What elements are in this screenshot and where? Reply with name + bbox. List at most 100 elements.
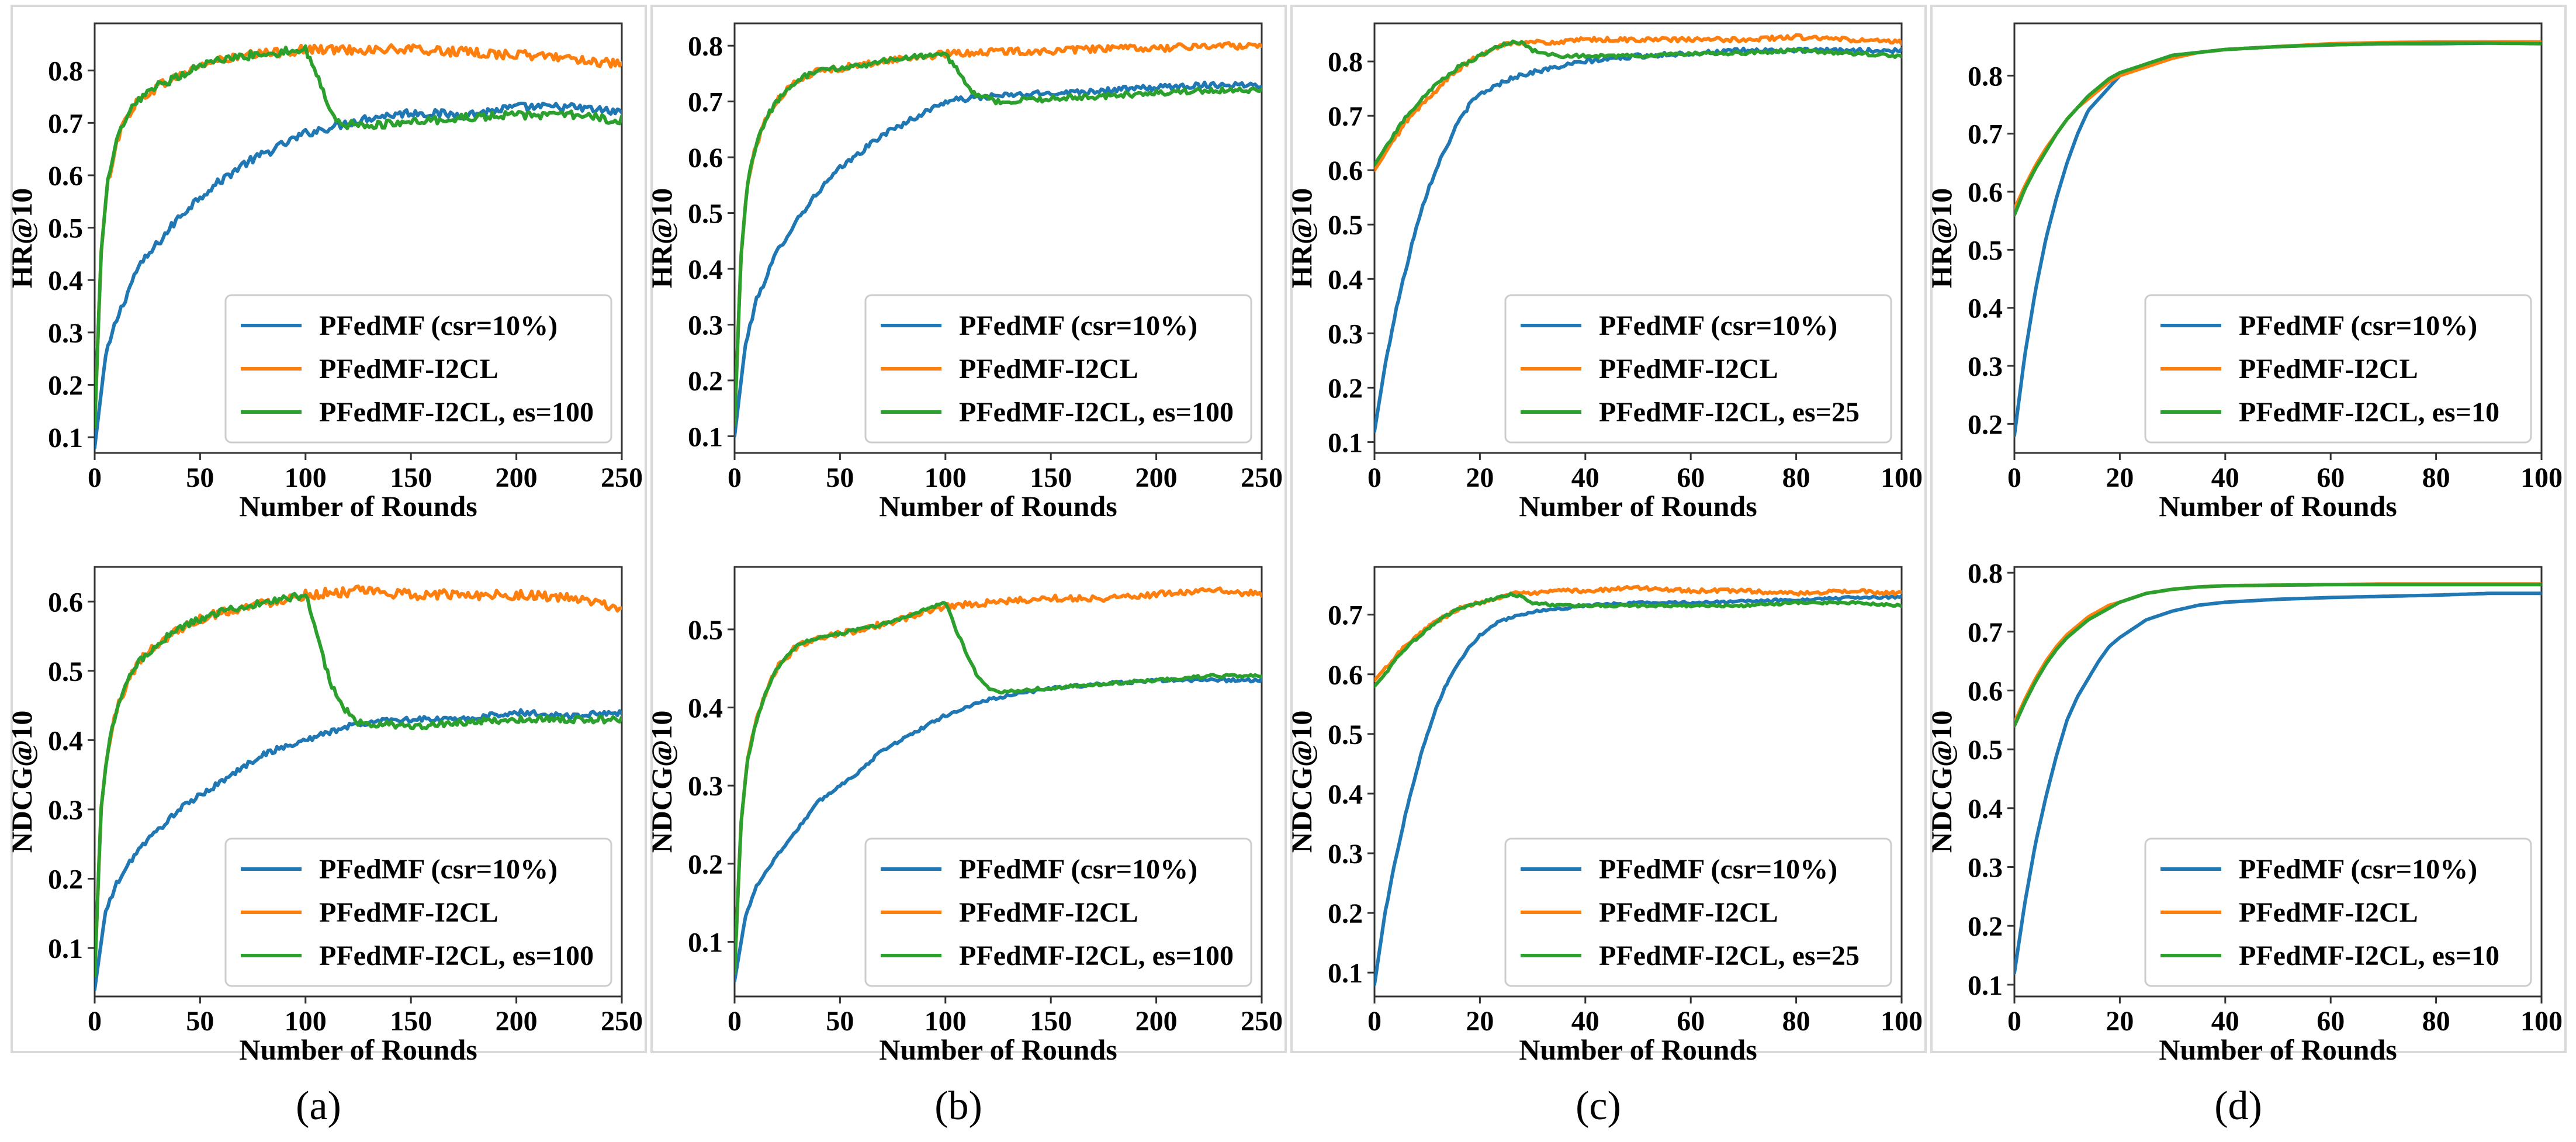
x-tick-label: 80: [1782, 1006, 1810, 1037]
y-axis-title: HR@10: [1925, 188, 1958, 289]
x-tick-label: 20: [2106, 462, 2134, 493]
series-group: [95, 43, 622, 449]
legend-label: PFedMF-I2CL, es=10: [2239, 397, 2499, 428]
y-tick-label: 0.3: [1328, 839, 1363, 870]
legend-label: PFedMF-I2CL, es=25: [1599, 397, 1860, 428]
legend-frame: [2144, 294, 2532, 444]
y-tick-label: 0.1: [1328, 427, 1363, 458]
legend-label: PFedMF (csr=10%): [1599, 310, 1837, 341]
legend-label: PFedMF-I2CL, es=100: [319, 940, 594, 971]
panel-frame-b: [650, 5, 1287, 1053]
chart-top-b: 0 50 100 150 200 250 0.1 0.2 0.3 0.4 0.5 0.6 0.7 0.8 N…: [645, 22, 1283, 522]
y-tick-label: 0.4: [1968, 794, 2003, 825]
x-tick-label: 150: [1030, 462, 1072, 493]
y-axis-title: HR@10: [645, 188, 678, 289]
x-tick-label: 60: [2317, 1006, 2345, 1037]
y-tick-label: 0.5: [1968, 235, 2003, 266]
x-tick-label: 40: [1571, 462, 1599, 493]
series-group: [735, 586, 1262, 983]
x-tick-label: 100: [925, 462, 967, 493]
y-tick-label: 0.1: [48, 933, 83, 964]
legend: PFedMF (csr=10%) PFedMF-I2CL PFedMF-I2CL, …: [864, 838, 1252, 987]
x-tick-label: 80: [2422, 1006, 2450, 1037]
y-tick-label: 0.6: [1968, 177, 2003, 208]
legend-frame: [224, 294, 612, 444]
plot-area-frame: [2013, 566, 2543, 998]
x-tick-label: 250: [1241, 462, 1283, 493]
y-tick-label: 0.2: [1328, 898, 1363, 929]
y-tick-label: 0.4: [688, 693, 723, 724]
x-tick-label: 20: [1466, 462, 1494, 493]
legend-label: PFedMF (csr=10%): [2239, 310, 2477, 341]
legend-label: PFedMF (csr=10%): [319, 310, 558, 341]
legend-label: PFedMF-I2CL, es=100: [319, 397, 594, 428]
panel-frame-a: [11, 5, 647, 1053]
x-axis-title: Number of Rounds: [1519, 490, 1757, 522]
series-line-green: [2014, 583, 2542, 728]
x-tick-label: 50: [186, 462, 214, 493]
subplots: 0 50 100 150 200 2500.10.20.30.40.50.60.70.8N…: [5, 22, 2563, 1066]
legend-label: PFedMF-I2CL, es=100: [959, 940, 1234, 971]
y-axis-title: NDCG@10: [1285, 711, 1318, 853]
series-line-green: [1374, 591, 1902, 688]
legend-label: PFedMF (csr=10%): [319, 854, 558, 885]
legend-frame: [224, 838, 612, 987]
y-tick-label: 0.3: [1968, 351, 2003, 382]
x-tick-label: 150: [390, 1006, 432, 1037]
y-tick-label: 0.5: [688, 615, 723, 646]
y-tick-label: 0.7: [48, 108, 83, 139]
x-tick-label: 0: [728, 1006, 742, 1037]
y-tick-label: 0.1: [48, 423, 83, 454]
legend-frame: [2144, 838, 2532, 987]
x-tick-label: 100: [925, 1006, 967, 1037]
legend-frame: [1504, 294, 1892, 444]
legend-label: PFedMF-I2CL, es=100: [959, 397, 1234, 428]
x-tick-label: 0: [1367, 462, 1382, 493]
y-tick-label: 0.8: [1968, 558, 2003, 589]
y-axis-title: NDCG@10: [5, 711, 38, 853]
series-line-green: [1374, 39, 1902, 167]
x-tick-label: 0: [88, 462, 102, 493]
legend-label: PFedMF-I2CL: [2239, 897, 2418, 928]
x-axis-title: Number of Rounds: [2159, 490, 2397, 522]
chart-top-a: 0 50 100 150 200 250 0.1 0.2 0.3 0.4 0.5 0.6 0.7 0.8 N…: [5, 22, 643, 522]
x-axis-title: Number of Rounds: [879, 1033, 1117, 1066]
y-tick-label: 0.4: [1328, 779, 1363, 810]
legend-label: PFedMF-I2CL: [959, 897, 1138, 928]
x-tick-label: 60: [2317, 462, 2345, 493]
y-axis-title: NDCG@10: [645, 711, 678, 853]
y-tick-label: 0.5: [688, 199, 723, 230]
x-tick-label: 250: [1241, 1006, 1283, 1037]
legend-label: PFedMF-I2CL: [959, 354, 1138, 385]
x-tick-label: 100: [285, 1006, 327, 1037]
series-line-blue: [2014, 591, 2542, 975]
y-axis-title: HR@10: [1285, 188, 1318, 289]
x-tick-label: 60: [1677, 1006, 1705, 1037]
x-tick-label: 100: [2520, 1006, 2563, 1037]
series-line-green: [735, 51, 1262, 427]
y-axis-title: HR@10: [5, 188, 38, 289]
y-tick-label: 0.7: [1328, 600, 1363, 631]
y-tick-label: 0.5: [48, 213, 83, 244]
x-axis-title: Number of Rounds: [2159, 1033, 2397, 1066]
x-tick-label: 200: [496, 1006, 538, 1037]
y-tick-label: 0.6: [48, 587, 83, 618]
y-tick-label: 0.3: [48, 318, 83, 349]
series-group: [735, 41, 1262, 438]
legend-label: PFedMF-I2CL: [319, 354, 498, 385]
y-axis-title: NDCG@10: [1925, 711, 1958, 853]
series-line-blue: [1374, 594, 1902, 987]
plot-area-frame: [1373, 566, 1903, 998]
y-tick-label: 0.8: [1328, 47, 1363, 78]
y-tick-label: 0.1: [688, 421, 723, 452]
chart-top-c: 0 20 40 60 80 100 0.1 0.2 0.3 0.4 0.5 0.6 0.7 0.8 Numb…: [1285, 22, 1923, 522]
y-tick-label: 0.2: [688, 366, 723, 397]
legend: PFedMF (csr=10%) PFedMF-I2CL PFedMF-I2CL, …: [224, 294, 612, 444]
legend: PFedMF (csr=10%) PFedMF-I2CL PFedMF-I2CL, …: [1504, 838, 1892, 987]
chart-bottom-b: 0 50 100 150 200 250 0.1 0.2 0.3 0.4 0.5 Number of …: [645, 566, 1283, 1066]
legend-label: PFedMF-I2CL, es=25: [1599, 940, 1860, 971]
x-tick-label: 40: [1571, 1006, 1599, 1037]
y-tick-label: 0.8: [688, 31, 723, 62]
legend-label: PFedMF-I2CL: [2239, 354, 2418, 385]
series-line-blue: [735, 677, 1262, 983]
